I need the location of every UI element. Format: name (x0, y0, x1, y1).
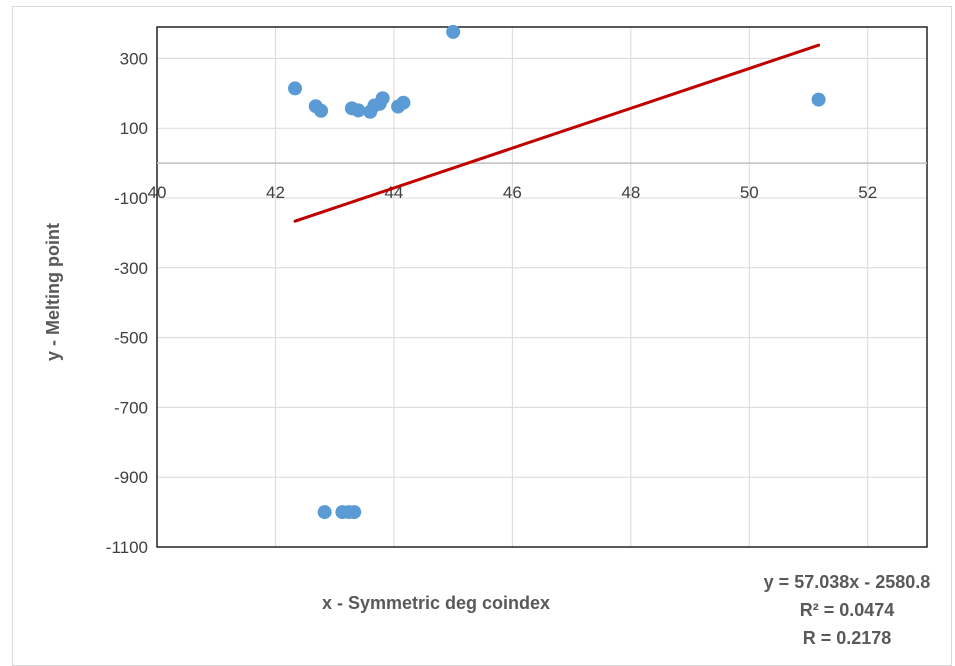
gridlines (157, 27, 927, 547)
x-tick-label: 48 (621, 183, 640, 202)
data-point (811, 92, 826, 107)
x-tick-label: 42 (266, 183, 285, 202)
y-tick-label: -900 (114, 468, 148, 487)
data-point (314, 103, 329, 118)
data-point (446, 24, 461, 39)
data-point (317, 505, 332, 520)
r-squared-label: R² = 0.0474 (800, 600, 895, 620)
data-points (288, 24, 826, 520)
data-point (351, 103, 366, 118)
y-tick-label: 300 (120, 49, 148, 68)
data-point (375, 91, 390, 106)
r-label: R = 0.2178 (803, 628, 892, 648)
x-tick-label: 50 (740, 183, 759, 202)
y-axis-title: y - Melting point (43, 223, 63, 361)
y-tick-label: -1100 (106, 538, 148, 557)
y-tick-label: -500 (114, 329, 148, 348)
x-axis-title: x - Symmetric deg coindex (322, 593, 550, 613)
y-tick-label: 100 (120, 119, 148, 138)
trendline (293, 43, 821, 223)
x-tick-label: 40 (148, 183, 167, 202)
data-point (288, 81, 303, 96)
y-tick-label: -100 (114, 189, 148, 208)
trendline-layer (293, 43, 821, 223)
data-point (396, 95, 411, 110)
trendline-equation: y = 57.038x - 2580.8 (764, 572, 931, 592)
plot-area-border (156, 26, 928, 548)
data-point (347, 505, 362, 520)
y-tick-label: -300 (114, 259, 148, 278)
x-tick-label: 46 (503, 183, 522, 202)
x-tick-label: 52 (858, 183, 877, 202)
y-tick-label: -700 (114, 398, 148, 417)
chart-frame (12, 6, 952, 666)
